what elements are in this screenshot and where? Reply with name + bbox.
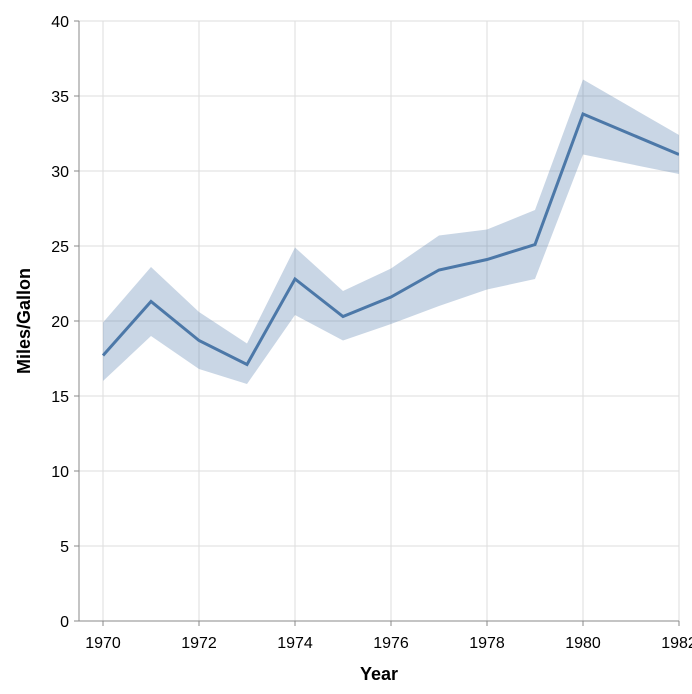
- y-tick: 25: [51, 239, 79, 256]
- y-tick-label: 30: [51, 164, 69, 181]
- y-tick: 35: [51, 89, 79, 106]
- x-tick-label: 1976: [373, 635, 409, 652]
- y-tick: 0: [60, 614, 79, 631]
- y-tick-label: 5: [60, 539, 69, 556]
- x-tick-label: 1972: [181, 635, 217, 652]
- x-tick: 1974: [277, 621, 313, 652]
- x-tick-label: 1974: [277, 635, 313, 652]
- confidence-band: [103, 79, 679, 384]
- y-tick: 5: [60, 539, 79, 556]
- x-tick-label: 1978: [469, 635, 505, 652]
- x-tick: 1982: [661, 621, 692, 652]
- y-tick-label: 20: [51, 314, 69, 331]
- y-tick: 30: [51, 164, 79, 181]
- x-axis-title: Year: [360, 664, 398, 684]
- y-gridlines: [79, 20, 679, 622]
- y-tick-label: 25: [51, 239, 69, 256]
- x-tick-label: 1980: [565, 635, 601, 652]
- x-tick: 1976: [373, 621, 409, 652]
- y-tick-label: 0: [60, 614, 69, 631]
- x-gridlines: [102, 21, 680, 621]
- y-axis-title: Miles/Gallon: [14, 268, 34, 374]
- y-tick: 15: [51, 389, 79, 406]
- y-tick: 10: [51, 464, 79, 481]
- y-tick-label: 35: [51, 89, 69, 106]
- y-tick-label: 40: [51, 14, 69, 31]
- x-axis: 1970 1972 1974 1976 1978 1980 1982: [79, 620, 692, 652]
- y-tick: 20: [51, 314, 79, 331]
- y-tick-label: 10: [51, 464, 69, 481]
- x-tick: 1978: [469, 621, 505, 652]
- x-tick: 1980: [565, 621, 601, 652]
- x-tick-label: 1970: [85, 635, 121, 652]
- y-axis: 0 5 10 15 20 25 30 35 40: [51, 14, 80, 631]
- mean-line: [101, 112, 679, 367]
- x-tick-label: 1982: [661, 635, 692, 652]
- x-tick: 1972: [181, 621, 217, 652]
- y-tick: 40: [51, 14, 79, 31]
- x-tick: 1970: [85, 621, 121, 652]
- y-tick-label: 15: [51, 389, 69, 406]
